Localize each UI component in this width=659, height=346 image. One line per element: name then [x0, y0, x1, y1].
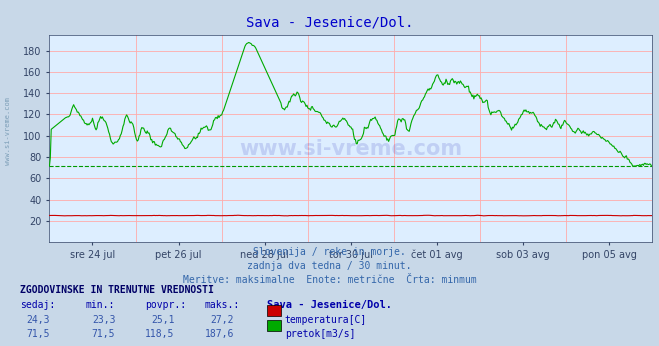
Text: 27,2: 27,2	[210, 315, 234, 325]
Text: sedaj:: sedaj:	[20, 300, 55, 310]
Text: 24,3: 24,3	[26, 315, 49, 325]
Text: temperatura[C]: temperatura[C]	[285, 315, 367, 325]
Text: www.si-vreme.com: www.si-vreme.com	[5, 98, 11, 165]
Text: 187,6: 187,6	[204, 329, 234, 339]
Text: 71,5: 71,5	[92, 329, 115, 339]
Text: www.si-vreme.com: www.si-vreme.com	[239, 139, 463, 159]
Text: maks.:: maks.:	[204, 300, 239, 310]
Text: 118,5: 118,5	[145, 329, 175, 339]
Text: povpr.:: povpr.:	[145, 300, 186, 310]
Text: 71,5: 71,5	[26, 329, 49, 339]
Text: 23,3: 23,3	[92, 315, 115, 325]
Text: pretok[m3/s]: pretok[m3/s]	[285, 329, 355, 339]
Text: 25,1: 25,1	[151, 315, 175, 325]
Text: Sava - Jesenice/Dol.: Sava - Jesenice/Dol.	[246, 16, 413, 29]
Text: zadnja dva tedna / 30 minut.: zadnja dva tedna / 30 minut.	[247, 261, 412, 271]
Text: min.:: min.:	[86, 300, 115, 310]
Text: Slovenija / reke in morje.: Slovenija / reke in morje.	[253, 247, 406, 257]
Text: ZGODOVINSKE IN TRENUTNE VREDNOSTI: ZGODOVINSKE IN TRENUTNE VREDNOSTI	[20, 285, 214, 295]
Text: Sava - Jesenice/Dol.: Sava - Jesenice/Dol.	[267, 300, 392, 310]
Text: Meritve: maksimalne  Enote: metrične  Črta: minmum: Meritve: maksimalne Enote: metrične Črta…	[183, 275, 476, 285]
